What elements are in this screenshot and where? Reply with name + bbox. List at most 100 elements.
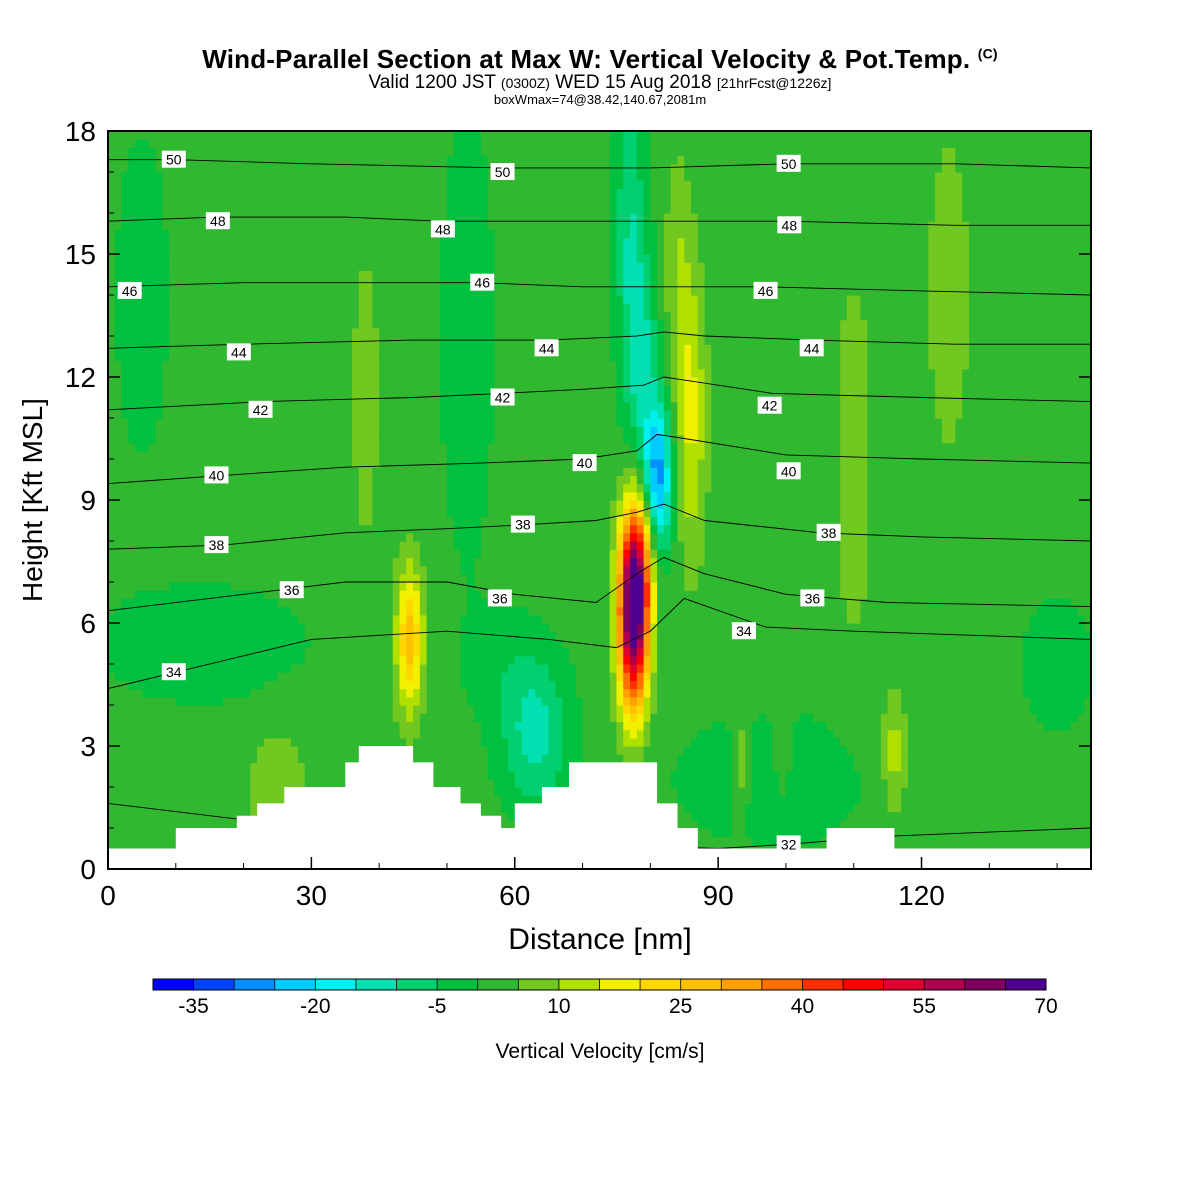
velocity-cell xyxy=(962,828,970,837)
velocity-cell xyxy=(528,672,536,681)
velocity-cell xyxy=(935,811,943,821)
velocity-cell xyxy=(1063,746,1072,755)
velocity-cell xyxy=(989,795,997,804)
velocity-cell xyxy=(514,623,523,632)
velocity-cell xyxy=(345,696,353,706)
velocity-cell xyxy=(948,819,957,829)
velocity-cell xyxy=(738,729,746,739)
velocity-cell xyxy=(223,672,231,681)
velocity-cell xyxy=(806,721,814,731)
velocity-cell xyxy=(270,713,279,722)
velocity-cell xyxy=(630,647,638,657)
velocity-cell xyxy=(894,721,902,731)
velocity-cell xyxy=(975,836,984,845)
velocity-cell xyxy=(521,598,529,608)
velocity-cell xyxy=(1043,778,1051,788)
velocity-cell xyxy=(785,664,794,673)
velocity-cell xyxy=(263,639,272,649)
velocity-cell xyxy=(433,639,441,649)
velocity-cell xyxy=(372,655,380,665)
velocity-cell xyxy=(196,664,204,673)
velocity-cell xyxy=(982,655,990,665)
velocity-cell xyxy=(779,795,787,804)
velocity-cell xyxy=(745,639,753,649)
velocity-cell xyxy=(141,729,150,739)
velocity-cell xyxy=(528,614,536,624)
velocity-cell xyxy=(921,696,929,706)
velocity-cell xyxy=(1023,795,1031,804)
velocity-cell xyxy=(148,680,157,690)
velocity-cell xyxy=(853,803,862,813)
velocity-cell xyxy=(223,787,231,796)
velocity-cell xyxy=(663,770,672,780)
velocity-cell xyxy=(358,737,367,747)
velocity-cell xyxy=(250,713,258,722)
velocity-cell xyxy=(718,639,726,649)
velocity-cell xyxy=(758,737,767,747)
velocity-cell xyxy=(819,737,828,747)
velocity-cell xyxy=(460,754,468,763)
velocity-cell xyxy=(514,614,523,624)
velocity-cell xyxy=(975,713,984,722)
velocity-cell xyxy=(568,590,577,599)
velocity-cell xyxy=(813,647,821,657)
velocity-cell xyxy=(765,729,773,739)
velocity-cell xyxy=(724,655,733,665)
velocity-cell xyxy=(907,762,916,772)
velocity-cell xyxy=(745,688,753,698)
velocity-cell xyxy=(1084,819,1091,829)
velocity-cell xyxy=(392,713,401,722)
velocity-cell xyxy=(840,696,848,706)
velocity-cell xyxy=(263,606,272,616)
velocity-cell xyxy=(731,688,740,698)
velocity-cell xyxy=(813,836,821,845)
velocity-cell xyxy=(630,729,638,739)
velocity-cell xyxy=(480,737,489,747)
velocity-cell xyxy=(1016,836,1024,845)
velocity-cell xyxy=(270,664,279,673)
velocity-cell xyxy=(928,672,936,681)
velocity-cell xyxy=(1050,819,1058,829)
velocity-cell xyxy=(636,729,645,739)
velocity-cell xyxy=(901,647,909,657)
velocity-cell xyxy=(901,795,909,804)
velocity-cell xyxy=(819,729,828,739)
velocity-cell xyxy=(1016,795,1024,804)
velocity-cell xyxy=(385,606,394,616)
velocity-cell xyxy=(230,582,238,591)
velocity-cell xyxy=(914,590,923,599)
velocity-cell xyxy=(975,672,984,681)
velocity-cell xyxy=(562,672,570,681)
velocity-cell xyxy=(270,590,279,599)
velocity-cell xyxy=(406,721,414,731)
velocity-cell xyxy=(501,647,509,657)
velocity-cell xyxy=(453,623,462,632)
velocity-cell xyxy=(874,746,882,755)
velocity-cell xyxy=(935,787,943,796)
velocity-cell xyxy=(114,819,123,829)
velocity-cell xyxy=(907,729,916,739)
velocity-cell xyxy=(141,754,150,763)
velocity-cell xyxy=(216,819,224,829)
velocity-cell xyxy=(691,606,699,616)
velocity-cell xyxy=(257,598,265,608)
velocity-cell xyxy=(724,590,733,599)
velocity-cell xyxy=(1016,762,1024,772)
velocity-cell xyxy=(792,647,801,657)
velocity-cell xyxy=(521,647,529,657)
velocity-cell xyxy=(304,778,312,788)
velocity-cell xyxy=(440,664,448,673)
velocity-cell xyxy=(860,680,868,690)
velocity-cell xyxy=(718,631,726,640)
velocity-cell xyxy=(819,836,828,845)
velocity-cell xyxy=(718,655,726,665)
velocity-cell xyxy=(162,819,170,829)
velocity-cell xyxy=(819,705,828,714)
velocity-cell xyxy=(148,795,157,804)
velocity-cell xyxy=(223,582,231,591)
velocity-cell xyxy=(691,770,699,780)
velocity-cell xyxy=(108,590,116,599)
velocity-cell xyxy=(765,639,773,649)
velocity-cell xyxy=(914,721,923,731)
velocity-cell xyxy=(474,664,482,673)
